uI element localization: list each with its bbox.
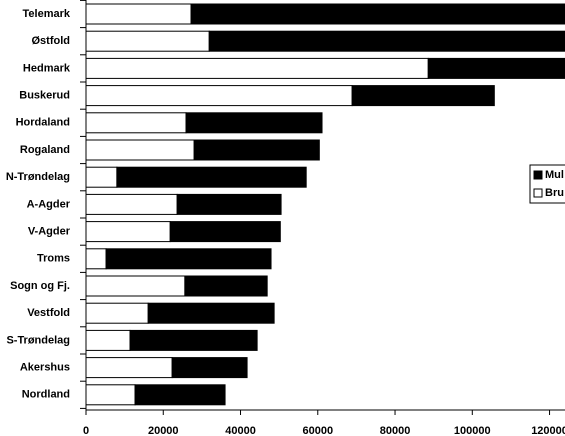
bar-segment: [86, 193, 178, 215]
bar-segment: [185, 112, 323, 134]
bar-segment: [176, 193, 282, 215]
x-tick-label: 60000: [302, 425, 333, 436]
bar-segment: [116, 166, 307, 188]
bar-segment: [184, 275, 268, 297]
legend-label: Mul: [545, 169, 564, 181]
y-tick-label: N-Trøndelag: [6, 171, 70, 183]
legend-swatch: [533, 188, 543, 198]
bar-segment: [169, 221, 281, 243]
bar-segment: [86, 302, 149, 324]
y-tick-label: Vestfold: [27, 307, 70, 319]
bar-segment: [351, 85, 495, 107]
bar-segment: [171, 357, 248, 379]
bar-segment: [129, 329, 258, 351]
bar-segment: [86, 139, 195, 161]
bar-segment: [86, 85, 353, 107]
bar-segment: [86, 166, 118, 188]
bar-segment: [147, 302, 275, 324]
bar-segment: [190, 3, 565, 25]
bar-segment: [86, 3, 192, 25]
y-tick-label: Telemark: [23, 8, 71, 20]
legend-swatch: [533, 170, 543, 180]
legend-label: Bru: [545, 187, 564, 199]
bar-segment: [105, 248, 272, 270]
x-tick-label: 100000: [454, 425, 491, 436]
y-tick-label: Nordland: [22, 389, 70, 401]
y-tick-label: Hordaland: [16, 117, 70, 129]
y-tick-label: A-Agder: [27, 198, 71, 210]
bar-segment: [193, 139, 320, 161]
y-tick-label: Hedmark: [23, 62, 71, 74]
bar-segment: [86, 329, 131, 351]
y-tick-label: S-Trøndelag: [6, 334, 70, 346]
bar-segment: [86, 221, 171, 243]
x-tick-label: 80000: [380, 425, 411, 436]
bar-segment: [86, 30, 210, 52]
y-tick-label: Troms: [37, 253, 70, 265]
y-tick-label: Buskerud: [19, 90, 70, 102]
y-tick-label: Akershus: [20, 362, 70, 374]
y-tick-label: Rogaland: [20, 144, 70, 156]
bar-segment: [86, 275, 186, 297]
x-tick-label: 0: [83, 425, 89, 436]
bar-segment: [86, 112, 187, 134]
bar-segment: [134, 384, 226, 406]
x-tick-label: 20000: [148, 425, 179, 436]
bar-segment: [427, 57, 565, 79]
x-tick-label: 40000: [225, 425, 256, 436]
x-tick-label: 120000: [531, 425, 565, 436]
bar-segment: [86, 57, 429, 79]
bar-segment: [208, 30, 565, 52]
bar-segment: [86, 248, 107, 270]
bar-segment: [86, 357, 173, 379]
y-tick-label: Sogn og Fj.: [10, 280, 70, 292]
y-tick-label: V-Agder: [28, 226, 71, 238]
plot-area: [86, 3, 565, 406]
y-tick-label: Østfold: [32, 35, 71, 47]
bar-segment: [86, 384, 136, 406]
